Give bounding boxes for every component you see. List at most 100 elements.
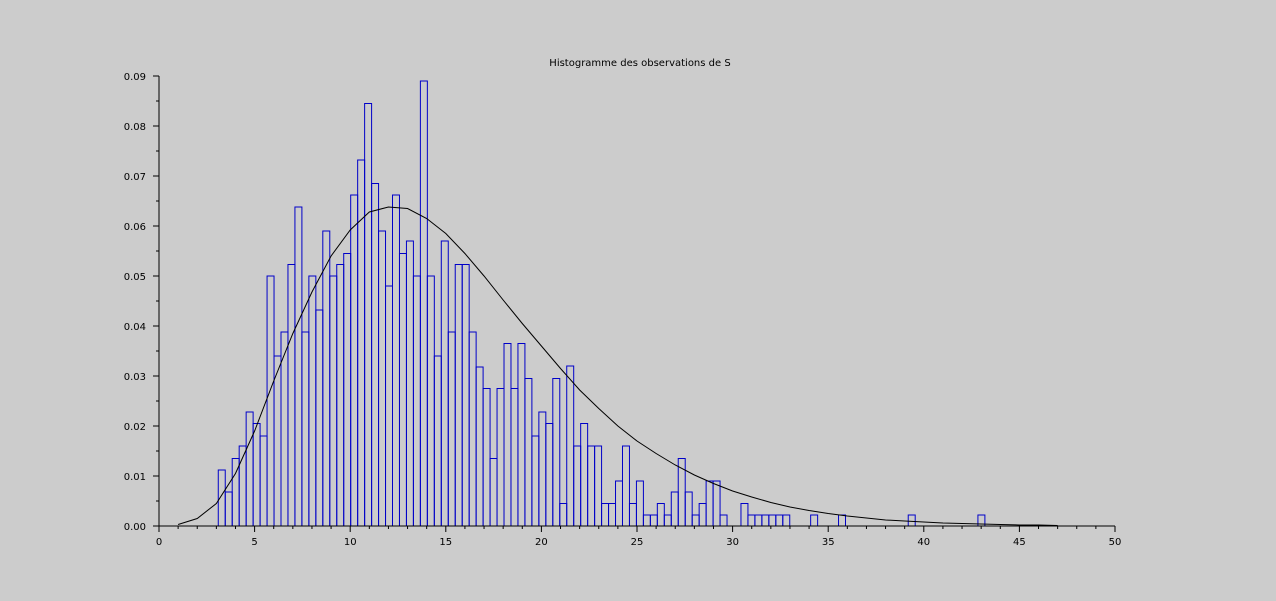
histogram-bar — [531, 435, 540, 527]
histogram-bar — [552, 378, 561, 527]
histogram-bar — [287, 264, 296, 527]
x-tick-label: 25 — [631, 537, 644, 548]
histogram-bar — [301, 331, 310, 527]
histogram-bar — [670, 491, 679, 527]
histogram-bar — [698, 503, 707, 527]
histogram-bar — [475, 366, 484, 527]
histogram-bar — [838, 514, 847, 527]
histogram-bar — [329, 275, 338, 527]
histogram-bar — [447, 331, 456, 527]
histogram-bar — [524, 378, 533, 527]
y-tick-label: 0.02 — [124, 422, 146, 433]
x-tick-label: 10 — [344, 537, 357, 548]
histogram-bar — [782, 514, 791, 527]
histogram-bar — [649, 514, 658, 527]
x-tick-label: 20 — [535, 537, 548, 548]
histogram-bar — [566, 365, 575, 527]
histogram-bar — [580, 423, 589, 527]
histogram-bar — [398, 253, 407, 527]
histogram-bar — [719, 514, 728, 527]
histogram-bar — [322, 230, 331, 527]
y-tick-label: 0.06 — [124, 222, 146, 233]
histogram-bar — [412, 275, 421, 527]
histogram-bar — [496, 388, 505, 527]
histogram-bar — [224, 491, 233, 527]
histogram-bar — [594, 445, 603, 527]
histogram-bar — [440, 240, 449, 527]
y-tick-label: 0.08 — [124, 122, 146, 133]
histogram-bar — [754, 514, 763, 527]
histogram-bar — [642, 514, 651, 527]
histogram-bar — [245, 411, 254, 527]
density-curve — [177, 206, 1058, 526]
histogram-bar — [705, 480, 714, 527]
histogram-bar — [357, 159, 366, 527]
histogram-bar — [378, 230, 387, 527]
histogram-bar — [405, 240, 414, 527]
histogram-bar — [392, 194, 400, 527]
histogram-bar — [343, 253, 352, 527]
histogram-bar — [419, 80, 428, 527]
histogram-bar — [740, 503, 749, 527]
histogram-bar — [350, 194, 359, 527]
x-tick-label: 40 — [917, 537, 930, 548]
x-tick-label: 30 — [726, 537, 739, 548]
y-tick-label: 0.09 — [124, 72, 146, 83]
histogram-bar — [364, 103, 373, 527]
x-tick-label: 50 — [1109, 537, 1122, 548]
histogram-bar — [315, 309, 324, 527]
axes: 0 5 10 15 20 25 30 35 40 45 50 0.00 0.01 0.02 0.03 0.04… — [124, 72, 1122, 548]
y-tick-label: 0.04 — [124, 322, 146, 333]
histogram-bar — [461, 264, 470, 527]
histogram-bar — [573, 445, 582, 527]
x-tick-label: 5 — [251, 537, 257, 548]
histogram-bar — [433, 355, 442, 527]
histogram-bar — [684, 491, 693, 527]
histogram-bar — [775, 514, 784, 527]
histogram-bar — [545, 423, 554, 527]
y-tick-label: 0.05 — [124, 272, 146, 283]
x-tick-label: 45 — [1013, 537, 1026, 548]
histogram-bar — [468, 331, 477, 527]
histogram-bar — [587, 445, 596, 527]
histogram-bar — [907, 514, 916, 527]
histogram-bar — [266, 275, 275, 527]
histogram-bar — [810, 514, 819, 527]
histogram-bar — [294, 206, 303, 527]
histogram-bar — [712, 480, 721, 527]
histogram-bar — [621, 445, 630, 527]
histogram-bar — [252, 423, 261, 527]
histogram-bar — [336, 264, 345, 527]
histogram-bar — [489, 458, 498, 527]
histogram-bar — [538, 411, 547, 527]
histogram-bar — [385, 285, 393, 527]
histogram-bar — [308, 275, 317, 527]
histogram-bar — [635, 480, 644, 527]
x-tick-label: 0 — [156, 537, 162, 548]
y-tick-label: 0.07 — [124, 172, 146, 183]
chart-title: Histogramme des observations de S — [549, 58, 730, 69]
y-tick-label: 0.03 — [124, 372, 146, 383]
histogram-bar — [426, 275, 435, 527]
histogram-bar — [259, 435, 268, 527]
histogram-bar — [454, 264, 463, 527]
histogram-bar — [482, 388, 491, 527]
y-tick-label: 0.00 — [124, 522, 146, 533]
histogram-bar — [503, 343, 512, 527]
x-tick-label: 35 — [822, 537, 835, 548]
histogram-bar — [628, 503, 637, 527]
histogram-bar — [768, 514, 777, 527]
histogram-bar — [663, 514, 672, 527]
histogram-bars — [217, 80, 986, 527]
histogram-bar — [517, 343, 526, 527]
histogram-bar — [761, 514, 770, 527]
histogram-bar — [273, 355, 282, 527]
histogram-bar — [656, 503, 665, 527]
y-tick-label: 0.01 — [124, 472, 146, 483]
histogram-bar — [559, 503, 568, 527]
histogram-bar — [371, 183, 380, 527]
x-tick-label: 15 — [439, 537, 452, 548]
histogram-bar — [691, 514, 700, 527]
histogram-bar — [615, 480, 623, 527]
histogram-bar — [608, 503, 617, 527]
